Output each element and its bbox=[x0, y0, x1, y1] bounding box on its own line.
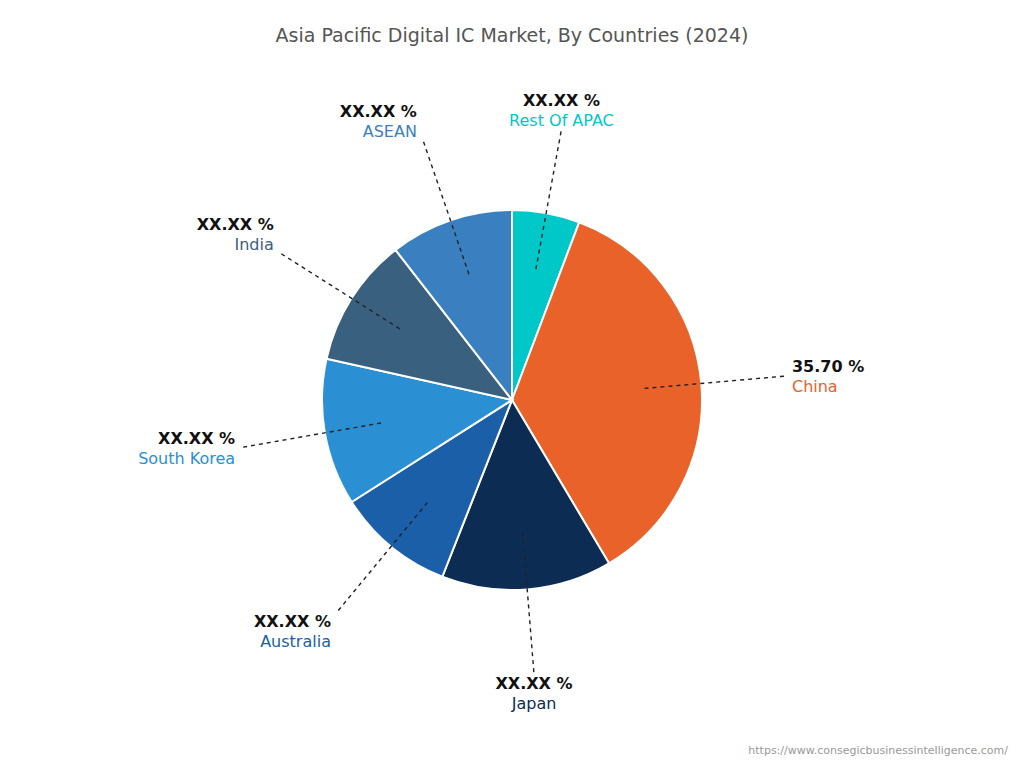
slices bbox=[322, 210, 702, 590]
data-label: 35.70 % bbox=[792, 357, 864, 376]
data-label: XX.XX % bbox=[254, 612, 331, 631]
category-label: India bbox=[234, 235, 273, 254]
category-label: ASEAN bbox=[363, 122, 417, 141]
leader-line bbox=[644, 376, 785, 388]
leaders bbox=[241, 129, 786, 674]
leader-line bbox=[423, 140, 469, 274]
data-label: XX.XX % bbox=[496, 674, 573, 693]
watermark: https://www.consegicbusinessintelligence… bbox=[748, 744, 1008, 757]
data-label: XX.XX % bbox=[523, 91, 600, 110]
data-label: XX.XX % bbox=[197, 215, 274, 234]
chart: Asia Pacific Digital IC Market, By Count… bbox=[0, 0, 1024, 768]
leader-line bbox=[280, 253, 400, 329]
data-label: XX.XX % bbox=[158, 429, 235, 448]
category-label: South Korea bbox=[138, 449, 235, 468]
leader-line bbox=[523, 533, 534, 675]
category-label: China bbox=[792, 377, 838, 396]
title: Asia Pacific Digital IC Market, By Count… bbox=[276, 24, 749, 46]
category-label: Australia bbox=[260, 632, 331, 651]
slice bbox=[395, 210, 512, 400]
leader-line bbox=[337, 503, 427, 613]
category-label: Japan bbox=[511, 694, 557, 713]
data-label: XX.XX % bbox=[340, 102, 417, 121]
leader-line bbox=[536, 129, 562, 269]
leader-line bbox=[241, 423, 381, 448]
category-label: Rest Of APAC bbox=[509, 111, 614, 130]
labels: XX.XX %Rest Of APAC35.70 %ChinaXX.XX %Ja… bbox=[138, 91, 864, 713]
